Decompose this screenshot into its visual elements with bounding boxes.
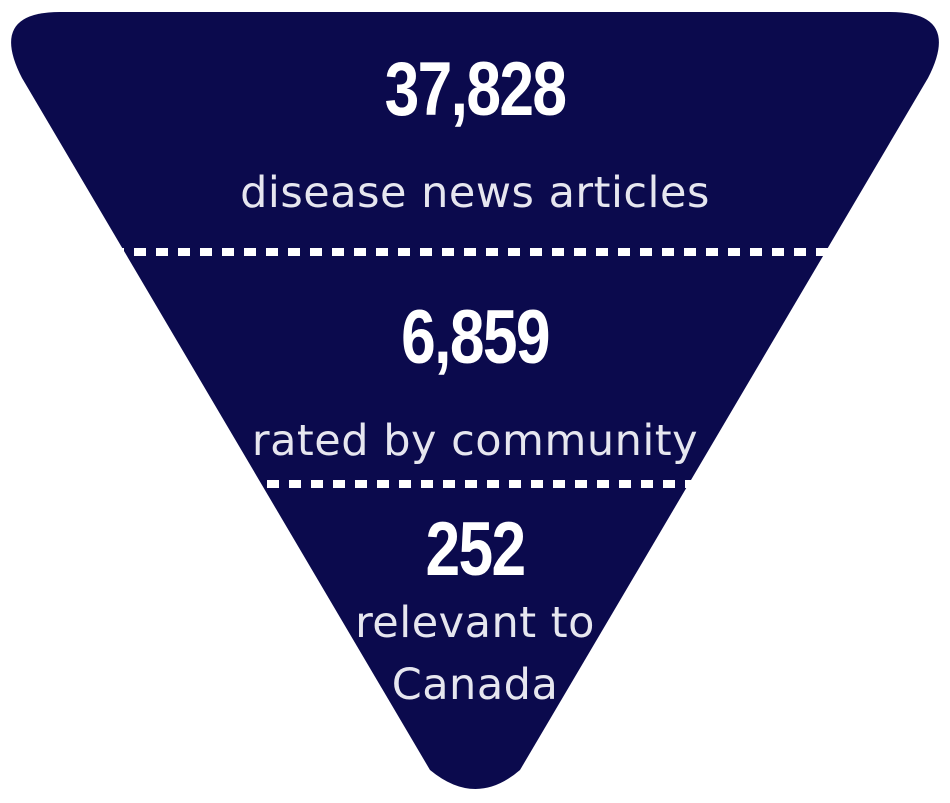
- tier-3-value: 252: [425, 507, 526, 592]
- tier-3-label-line-2: Canada: [391, 660, 559, 711]
- tier-2-label: rated by community: [251, 416, 699, 466]
- tier-rated: 6,859 rated by community: [0, 300, 950, 468]
- tier-1-value: 37,828: [384, 47, 567, 132]
- tier-3-label: relevant to Canada: [0, 592, 950, 717]
- tier-1-label: disease news articles: [240, 168, 710, 218]
- tier-relevant: 252 relevant to Canada: [0, 512, 950, 717]
- tier-2-value: 6,859: [401, 295, 550, 380]
- funnel-triangle: [11, 12, 939, 789]
- tier-3-label-line-1: relevant to: [355, 598, 595, 648]
- tier-articles: 37,828 disease news articles: [0, 52, 950, 220]
